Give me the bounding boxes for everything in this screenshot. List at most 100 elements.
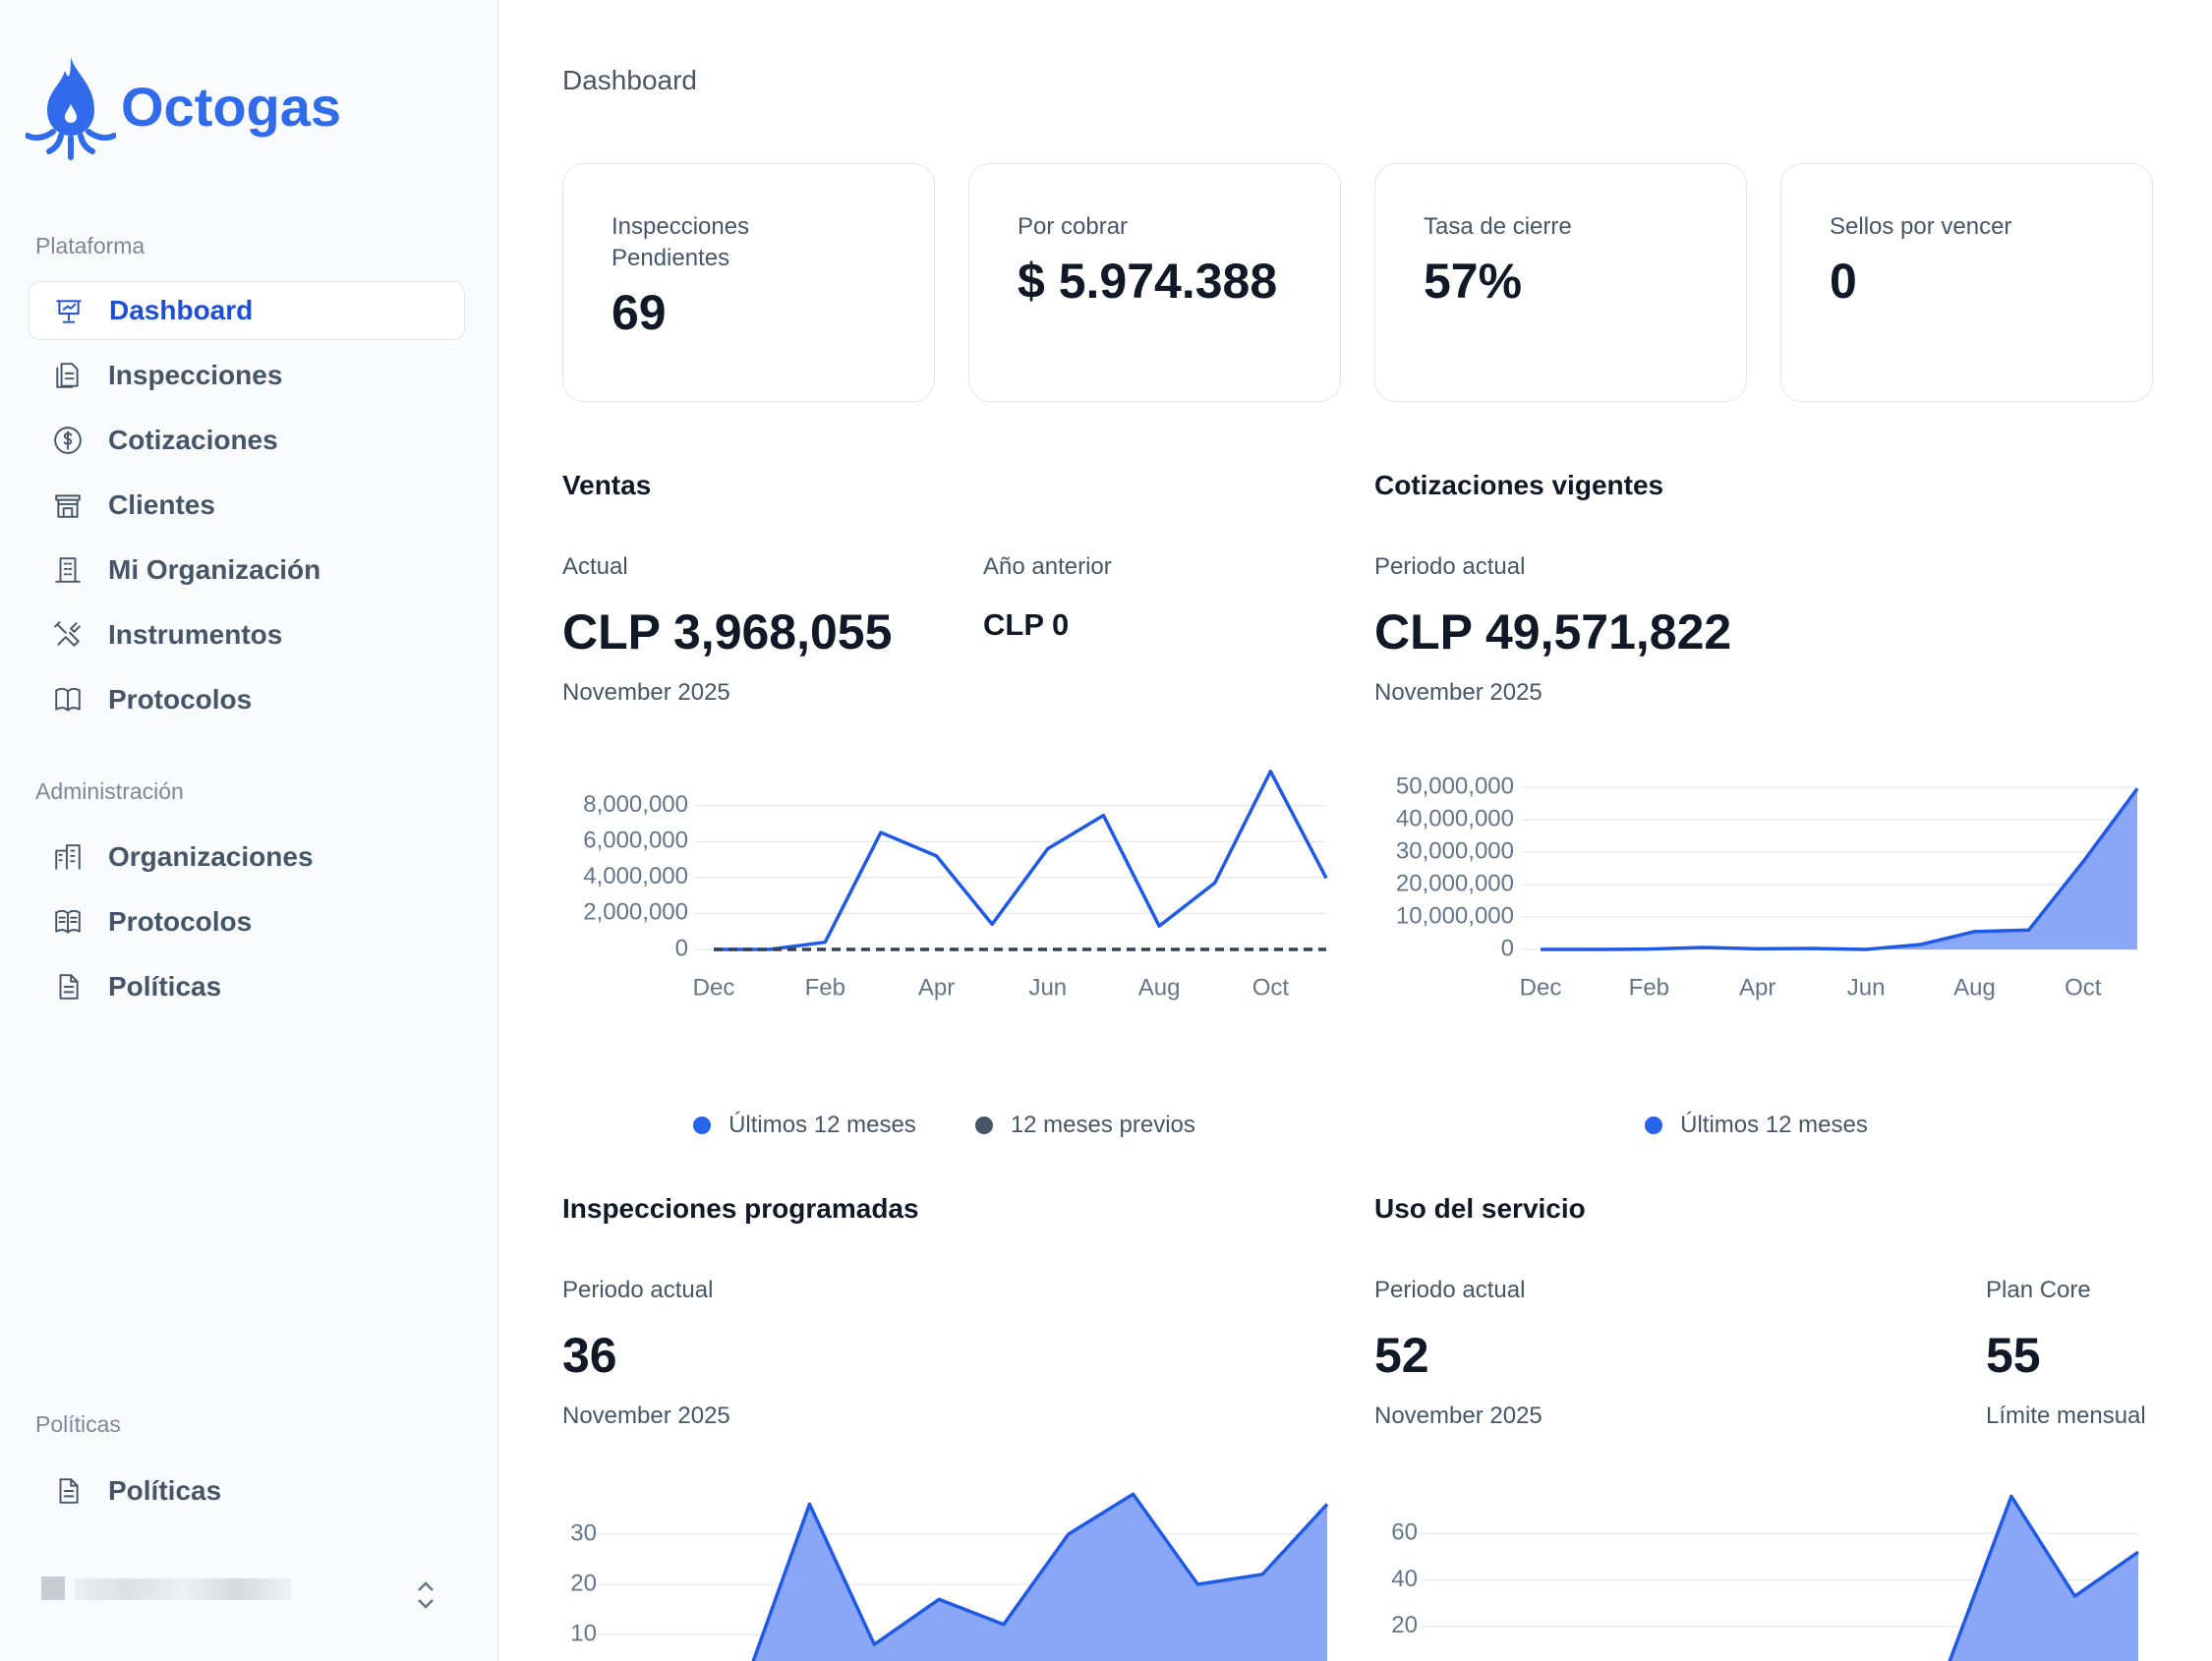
logo-icon [26,57,116,160]
line [1541,787,2139,951]
legend-label: 12 meses previos [1010,1112,1195,1138]
legend-label: Últimos 12 meses [1680,1112,1868,1138]
account-chevron[interactable] [415,1578,437,1612]
metric-value: 36 [562,1328,617,1383]
metric-label: Periodo actual [562,1277,714,1303]
nav-item[interactable]: Protocolos [29,892,465,951]
legend-dot [974,1117,993,1134]
user-account[interactable] [22,1559,291,1620]
nav-label: Mi Organización [108,554,321,585]
user-blur [75,1578,291,1600]
metric-value: 55 [1986,1328,2041,1383]
x-tick-label: Feb [1629,974,1669,1001]
nav-icon [55,557,81,583]
y-tick-label: 60 [1391,1519,1418,1546]
nav-item[interactable]: Clientes [29,476,465,535]
x-tick-label: Aug [1953,974,1996,1001]
y-tick-label: 2,000,000 [583,899,688,926]
nav-label: Inspecciones [108,360,283,390]
stat-value: 0 [1830,254,1857,309]
x-tick-label: Apr [918,974,955,1001]
metric-note: November 2025 [562,679,730,706]
nav-item[interactable]: Instrumentos [29,605,465,664]
nav-item[interactable]: Mi Organización [29,541,465,600]
legend: Últimos 12 meses [1374,1110,2138,1141]
nav-icon [54,621,81,647]
icon-shape [56,300,82,323]
nav-icon [55,687,81,712]
nav-icon [55,844,81,870]
stat-value: 69 [611,285,667,340]
stat-label: Por cobrar [1018,213,1129,240]
nav-label: Políticas [108,1475,222,1506]
x-tick-label: Feb [805,974,845,1001]
nav-label: Políticas [108,971,222,1002]
x-tick-label: Aug [1138,974,1181,1001]
y-tick-label: 10 [570,1620,597,1646]
line [1948,1494,2139,1661]
nav-item[interactable]: Políticas [29,957,465,1016]
nav-label: Protocolos [108,684,253,715]
legend-item: 12 meses previos [974,1110,1195,1141]
x-tick-label: Jun [1028,974,1067,1001]
nav-label: Clientes [108,489,215,520]
nav-item[interactable]: Cotizaciones [29,411,465,470]
stat-value: $ 5.974.388 [1018,254,1278,309]
stat-value: 57% [1424,254,1523,309]
y-tick-label: 50,000,000 [1396,773,1514,799]
x-tick-label: Oct [2065,974,2102,1001]
y-tick-label: 30 [570,1519,597,1546]
icon-shape [59,974,79,1000]
metric-label: Periodo actual [1374,553,1526,580]
legend-dot [1645,1117,1663,1134]
stat-card: Sellos por vencer 0 [1780,163,2153,402]
nav-item[interactable]: Políticas [29,1461,465,1520]
y-tick-label: 20 [1391,1612,1418,1638]
panel-title: Cotizaciones vigentes [1374,470,1664,500]
legend: Últimos 12 meses 12 meses previos [562,1110,1326,1141]
metric-note: November 2025 [1374,1403,1543,1429]
legend-item: Últimos 12 meses [693,1110,916,1141]
stat-label: Inspecciones Pendientes [611,213,750,271]
legend-label: Últimos 12 meses [728,1112,916,1138]
section-title: Políticas [35,1411,121,1437]
panel-title: Uso del servicio [1374,1193,1586,1224]
y-tick-label: 30,000,000 [1396,837,1514,864]
y-tick-label: 20,000,000 [1396,870,1514,896]
nav-item[interactable]: Inspecciones [29,346,465,405]
metric-label: Actual [562,553,628,580]
metric-note: November 2025 [562,1403,730,1429]
icon-shape [55,909,81,934]
icon-shape [54,621,81,647]
y-tick-label: 0 [1501,935,1514,961]
metric-note: Límite mensual [1986,1403,2146,1429]
icon-shape [55,687,81,712]
nav-item[interactable]: Organizaciones [29,828,465,887]
nav-label: Cotizaciones [108,425,278,455]
icon-shape [55,557,81,583]
x-tick-label: Dec [1520,974,1562,1001]
metric-value: CLP 49,571,822 [1374,604,1732,659]
nav-item[interactable]: Dashboard [29,281,465,340]
y-tick-label: 6,000,000 [583,828,688,854]
nav-label: Organizaciones [108,841,314,872]
icon-shape [56,363,79,388]
nav-icon [59,974,79,1000]
stat-label: Tasa de cierre [1424,213,1572,240]
y-tick-label: 10,000,000 [1396,902,1514,929]
section-title: Administración [35,778,184,804]
nav-icon [56,363,79,388]
nav-label: Dashboard [109,295,254,325]
x-tick-label: Jun [1847,974,1886,1001]
x-tick-label: Dec [693,974,735,1001]
nav-icon [54,427,82,454]
panel-title: Ventas [562,470,652,500]
icon-shape [54,427,82,454]
nav-icon [59,1478,79,1504]
nav-icon [56,300,82,323]
brand: Octogas [121,76,342,138]
metric-note: November 2025 [1374,679,1543,706]
line [714,770,1328,951]
nav-item[interactable]: Protocolos [29,670,465,729]
panel-title: Inspecciones programadas [562,1193,919,1224]
